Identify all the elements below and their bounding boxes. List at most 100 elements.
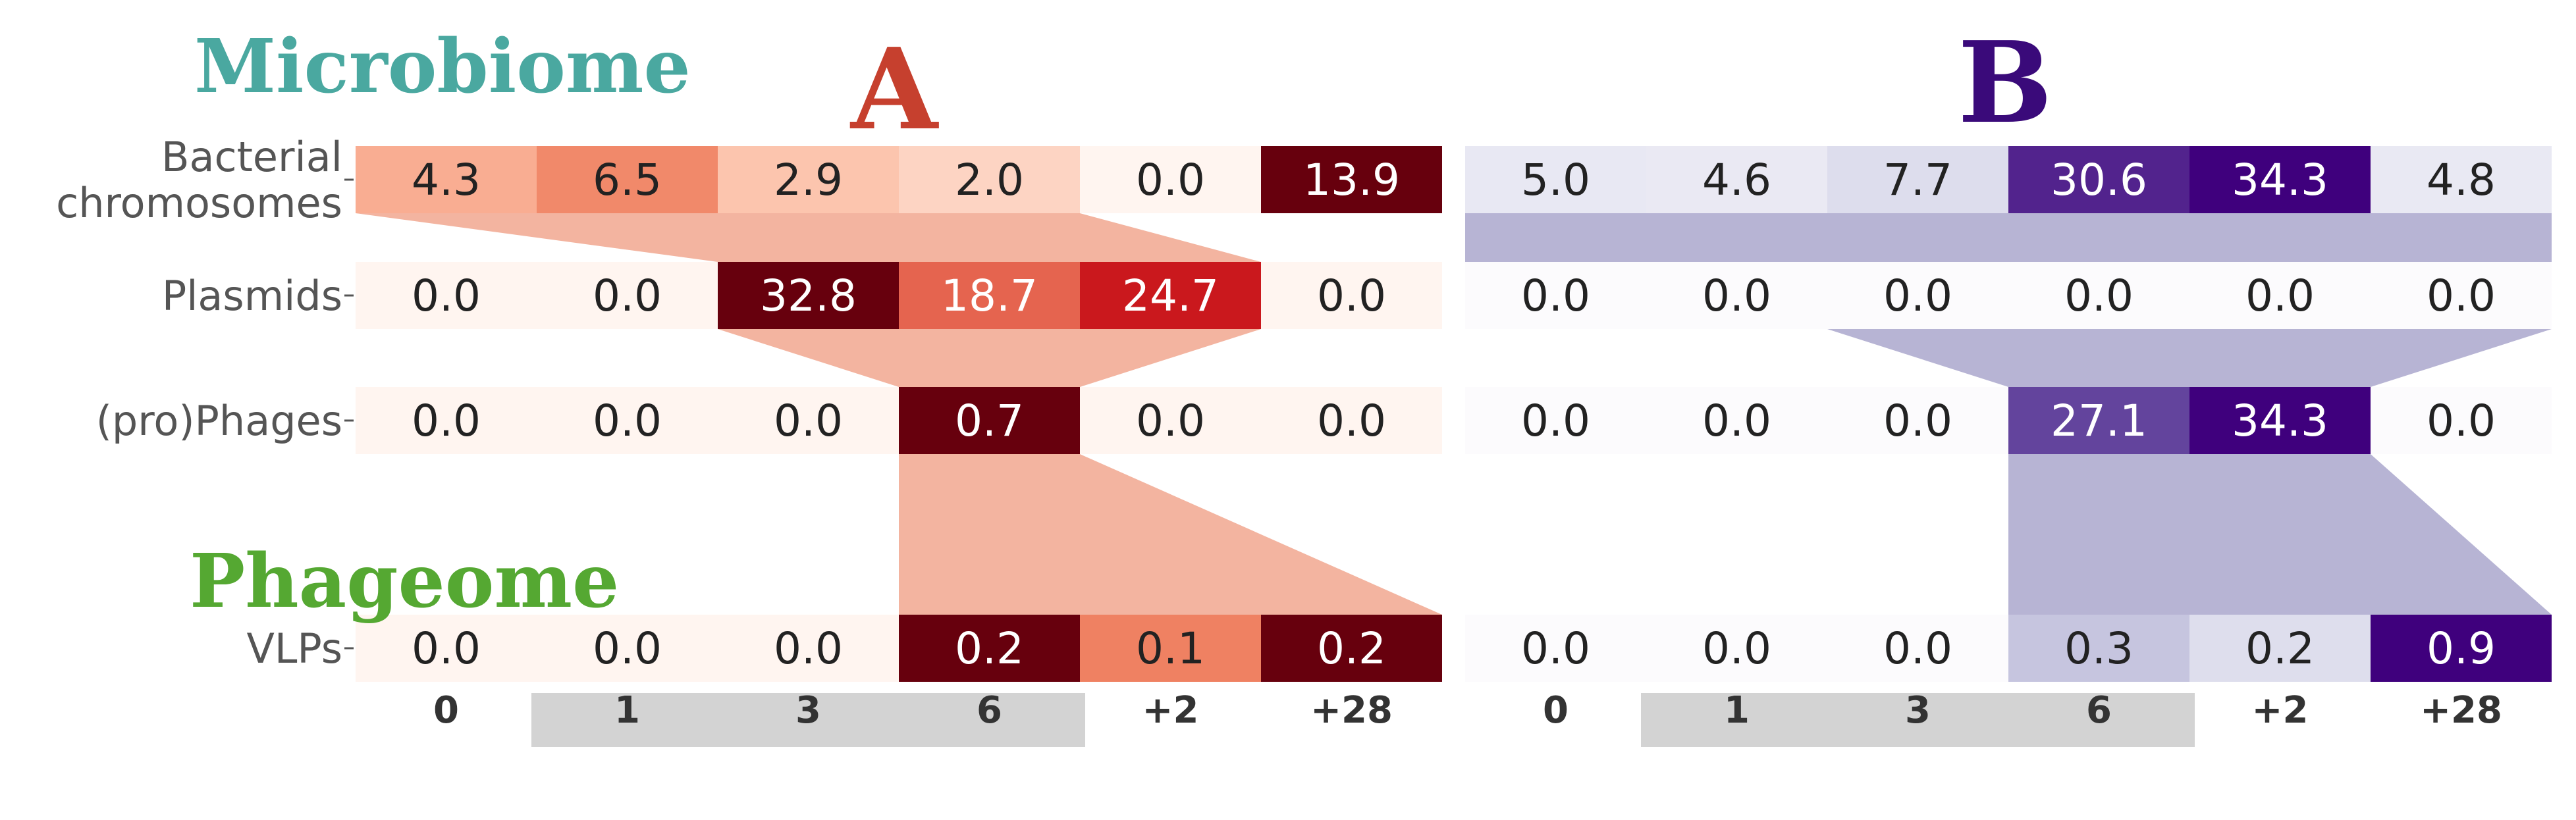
panel-a-column-label-1: 1	[614, 689, 640, 732]
panel-b-value-r1-c1: 0.0	[1702, 270, 1771, 321]
panel-a-ribbon-3	[899, 454, 1442, 615]
panel-b-cell-r1-c1	[1646, 262, 1827, 329]
panel-b-cell-r2-c5	[2371, 387, 2552, 454]
panel-a-column-label-3: 6	[977, 689, 1002, 732]
panel-a-column-label-0: 0	[433, 689, 459, 732]
panel-a-cell-r3-c1	[537, 615, 718, 682]
panel-a-value-r2-c1: 0.0	[593, 396, 662, 446]
panel-a-value-r3-c0: 0.0	[412, 623, 481, 674]
panel-b-cell-r1-c5	[2371, 262, 2552, 329]
panel-a-cell-r1-c3	[899, 262, 1080, 329]
heatmap-cells	[356, 146, 2552, 682]
panel-b-cell-r0-c2	[1827, 146, 2008, 213]
panel-a-value-r1-c2: 32.8	[760, 270, 857, 321]
flow-ribbons	[356, 213, 2552, 615]
panel-b-cell-r2-c0	[1465, 387, 1646, 454]
panel-b-value-r2-c3: 27.1	[2051, 396, 2147, 446]
panel-a-value-r2-c5: 0.0	[1317, 396, 1386, 446]
panel-a-cell-r0-c3	[899, 146, 1080, 213]
panel-b-cell-r1-c2	[1827, 262, 2008, 329]
panel-b-value-r1-c5: 0.0	[2427, 270, 2496, 321]
panel-b-column-label-2: 3	[1905, 689, 1931, 732]
panel-b-column-label-5: +28	[2420, 689, 2502, 732]
panel-b-cell-r1-c3	[2008, 262, 2189, 329]
panel-a-value-r0-c3: 2.0	[955, 155, 1024, 205]
panel-a-ribbon-1	[356, 213, 1261, 262]
row-label-2: (pro)Phages	[96, 397, 342, 445]
panel-a-value-r3-c3: 0.2	[955, 623, 1024, 674]
panel-b-value-r0-c1: 4.6	[1702, 155, 1771, 205]
panel-a-value-r3-c2: 0.0	[774, 623, 843, 674]
panel-b-cell-r1-c0	[1465, 262, 1646, 329]
panel-b-value-r3-c2: 0.0	[1883, 623, 1952, 674]
panel-b-column-label-0: 0	[1543, 689, 1569, 732]
panel-b-cell-r0-c3	[2008, 146, 2189, 213]
panel-b-cell-r2-c3	[2008, 387, 2189, 454]
panel-a-cell-r3-c4	[1080, 615, 1261, 682]
panel-b-column-label-3: 6	[2086, 689, 2112, 732]
panel-b-cell-r3-c4	[2189, 615, 2371, 682]
panel-b-value-r3-c4: 0.2	[2245, 623, 2315, 674]
row-label-3: VLPs	[246, 625, 342, 673]
panel-a-value-r3-c1: 0.0	[593, 623, 662, 674]
panel-a-column-label-5: +28	[1310, 689, 1393, 732]
panel-b-cell-r0-c1	[1646, 146, 1827, 213]
panel-a-value-r0-c1: 6.5	[593, 155, 662, 205]
panel-a-cell-r3-c3	[899, 615, 1080, 682]
panel-a-value-r2-c0: 0.0	[412, 396, 481, 446]
panel-b-column-label-4: +2	[2252, 689, 2309, 732]
panel-a-value-r0-c2: 2.9	[774, 155, 843, 205]
panel-b-value-r1-c2: 0.0	[1883, 270, 1952, 321]
panel-a-letter: A	[849, 24, 939, 155]
panel-a-value-r1-c4: 24.7	[1122, 270, 1219, 321]
panel-b-value-r1-c0: 0.0	[1521, 270, 1590, 321]
panel-b-cell-r0-c0	[1465, 146, 1646, 213]
panel-a-cell-r1-c5	[1261, 262, 1442, 329]
panel-b-value-r0-c3: 30.6	[2051, 155, 2147, 205]
row-label-0: Bacterial chromosomes	[56, 133, 342, 227]
panel-b-value-r1-c4: 0.0	[2245, 270, 2315, 321]
panel-a-cell-r2-c0	[356, 387, 537, 454]
panel-b-value-r0-c0: 5.0	[1521, 155, 1590, 205]
heatmap-text: 4.3 6.5 2.9 2.0 0.0 13.9 0.0 0.0 32.8 18.7 24.7 0.0…	[56, 133, 2502, 732]
panel-a-value-r1-c1: 0.0	[593, 270, 662, 321]
panel-a-ribbon-2	[718, 329, 1261, 387]
panel-a-value-r0-c4: 0.0	[1136, 155, 1205, 205]
panel-a-cell-r2-c4	[1080, 387, 1261, 454]
panel-b-cell-r2-c4	[2189, 387, 2371, 454]
panel-a-cell-r0-c4	[1080, 146, 1261, 213]
panel-b-value-r3-c3: 0.3	[2064, 623, 2133, 674]
panel-a-cell-r3-c2	[718, 615, 899, 682]
panel-b-value-r2-c1: 0.0	[1702, 396, 1771, 446]
panel-a-value-r2-c4: 0.0	[1136, 396, 1205, 446]
panel-b-ribbon-3	[2008, 454, 2552, 615]
panel-a-value-r0-c0: 4.3	[412, 155, 481, 205]
panel-b-cell-r3-c0	[1465, 615, 1646, 682]
panel-b-column-label-1: 1	[1724, 689, 1750, 732]
panel-b-value-r3-c1: 0.0	[1702, 623, 1771, 674]
panel-a-value-r0-c5: 13.9	[1303, 155, 1400, 205]
phageome-label: Phageome	[190, 538, 619, 625]
panel-a-cell-r1-c1	[537, 262, 718, 329]
microbiome-label: Microbiome	[194, 24, 691, 110]
panel-b-ribbon-2	[1827, 329, 2552, 387]
panel-a-cell-r1-c2	[718, 262, 899, 329]
panel-b-value-r2-c4: 34.3	[2232, 396, 2328, 446]
panel-b-cell-r0-c4	[2189, 146, 2371, 213]
panel-b-value-r3-c0: 0.0	[1521, 623, 1590, 674]
panel-b-value-r3-c5: 0.9	[2427, 623, 2496, 674]
panel-a-cell-r0-c2	[718, 146, 899, 213]
panel-a-value-r1-c0: 0.0	[412, 270, 481, 321]
panel-b-highlight-band	[1641, 693, 2195, 747]
column-highlight-bands	[531, 693, 2195, 747]
panel-a-cell-r2-c2	[718, 387, 899, 454]
panel-a-cell-r2-c3	[899, 387, 1080, 454]
panel-a-value-r1-c5: 0.0	[1317, 270, 1386, 321]
panel-b-cell-r3-c1	[1646, 615, 1827, 682]
panel-a-cell-r1-c4	[1080, 262, 1261, 329]
panel-a-column-label-4: +2	[1142, 689, 1199, 732]
panel-b-ribbon-1	[1465, 213, 2552, 262]
panel-a-cell-r3-c0	[356, 615, 537, 682]
panel-a-value-r3-c5: 0.2	[1317, 623, 1386, 674]
